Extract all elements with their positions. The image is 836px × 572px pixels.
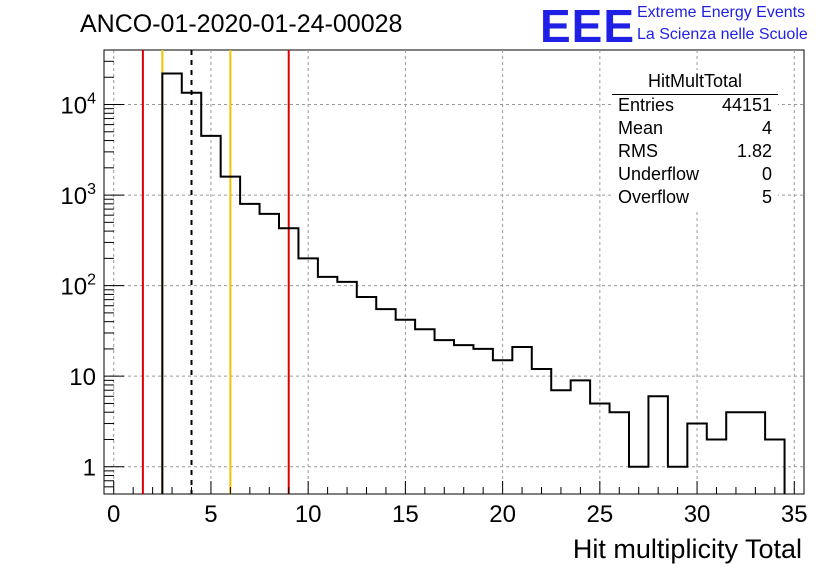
stats-key: Entries: [618, 95, 675, 115]
y-tick-label: 1: [83, 455, 96, 482]
logo-line-2: La Scienza nelle Scuole: [637, 26, 808, 43]
y-tick-base: 10: [60, 274, 87, 301]
plot-frame: [103, 49, 805, 495]
stats-row-rms: RMS 1.82: [618, 140, 772, 163]
marker-lines: [141, 50, 290, 494]
x-tick-label: 5: [204, 501, 217, 528]
stats-row-mean: Mean 4: [618, 117, 772, 140]
y-tick-base: 10: [60, 93, 87, 120]
stats-row-overflow: Overflow 5: [618, 186, 772, 209]
x-tick-label: 15: [392, 501, 419, 528]
y-tick-base: 10: [60, 183, 87, 210]
y-tick-exponent: 4: [87, 91, 96, 108]
x-tick-label: 10: [295, 501, 322, 528]
stats-value: 1.82: [736, 141, 772, 161]
run-title: ANCO-01-2020-01-24-00028: [80, 10, 403, 38]
stats-row-underflow: Underflow 0: [618, 163, 772, 186]
stats-key: RMS: [618, 141, 658, 161]
y-tick-exponent: 2: [87, 272, 96, 289]
logo-mark: EEE: [540, 0, 636, 52]
logo-line-1: Extreme Energy Events: [637, 4, 806, 21]
x-tick-label: 35: [781, 501, 808, 528]
y-tick-label: 103: [60, 181, 96, 210]
stats-key: Mean: [618, 118, 664, 138]
histogram-line: [161, 72, 786, 494]
stats-key: Underflow: [618, 164, 700, 184]
eee-logo: EEE Extreme Energy Events La Scienza nel…: [540, 0, 836, 52]
stats-title: HitMultTotal: [612, 70, 778, 95]
y-tick-label: 104: [60, 91, 96, 120]
y-tick-label: 10: [69, 364, 96, 391]
stats-value: 0: [761, 164, 772, 184]
x-tick-labels: 0 5 10 15 20 25 30 35: [107, 501, 808, 528]
stats-value: 4: [761, 118, 772, 138]
x-tick-label: 20: [489, 501, 516, 528]
x-tick-label: 30: [684, 501, 711, 528]
axis-ticks: [104, 49, 795, 495]
stats-key: Overflow: [618, 187, 690, 207]
y-tick-label: 102: [60, 272, 96, 301]
x-tick-label: 25: [586, 501, 613, 528]
y-tick-exponent: 3: [87, 181, 96, 198]
stats-box: HitMultTotal Entries 44151 Mean 4 RMS 1.…: [612, 70, 778, 210]
x-axis-label: Hit multiplicity Total: [572, 534, 802, 564]
x-tick-label: 0: [107, 501, 120, 528]
stats-value: 5: [761, 187, 772, 207]
stats-value: 44151: [721, 95, 772, 115]
stats-row-entries: Entries 44151: [618, 94, 772, 117]
